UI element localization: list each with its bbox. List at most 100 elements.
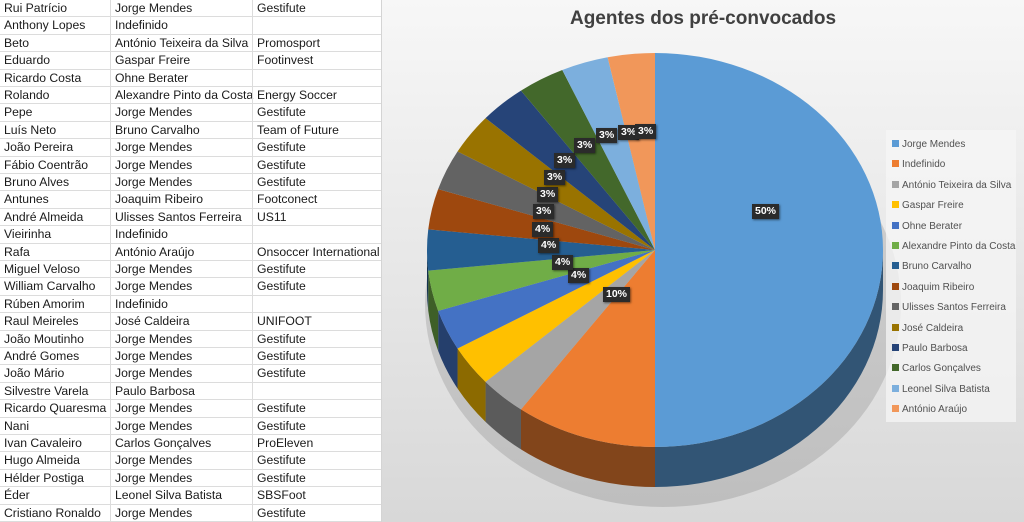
legend-item[interactable]: Gaspar Freire (892, 199, 964, 213)
agency-cell[interactable]: Gestifute (252, 156, 381, 174)
player-cell[interactable]: João Mário (4, 366, 65, 381)
legend-item[interactable]: Joaquim Ribeiro (892, 281, 974, 295)
player-cell[interactable]: João Moutinho (4, 331, 84, 346)
agency-cell[interactable]: ProEleven (252, 435, 381, 453)
agent-cell[interactable]: Jorge Mendes (110, 400, 252, 418)
player-cell[interactable]: João Pereira (4, 140, 74, 155)
agent-cell[interactable]: Jorge Mendes (110, 348, 252, 366)
player-cell[interactable]: William Carvalho (4, 279, 96, 294)
agency-cell[interactable]: Gestifute (252, 504, 381, 522)
agency-cell[interactable]: Footinvest (252, 52, 381, 70)
agency-cell[interactable]: Gestifute (252, 417, 381, 435)
player-cell[interactable]: Hugo Almeida (4, 453, 80, 468)
pie-slice-ant-nio-ara-jo[interactable] (607, 53, 655, 250)
agent-cell[interactable]: Ulisses Santos Ferreira (110, 208, 252, 227)
player-cell[interactable]: Luís Neto (4, 122, 57, 137)
agent-cell[interactable]: Jorge Mendes (110, 278, 252, 296)
player-cell[interactable]: Hélder Postiga (4, 470, 84, 485)
agent-cell[interactable]: Indefinido (110, 17, 252, 35)
legend-item[interactable]: António Araújo (892, 403, 967, 417)
agency-cell[interactable]: UNIFOOT (252, 313, 381, 331)
agency-cell[interactable]: Gestifute (252, 330, 381, 348)
legend-item[interactable]: Leonel Silva Batista (892, 383, 990, 397)
player-cell[interactable]: Raul Meireles (4, 314, 79, 329)
agent-cell[interactable]: Jorge Mendes (110, 504, 252, 522)
player-cell[interactable]: Nani (4, 418, 30, 433)
agency-cell[interactable] (252, 295, 381, 314)
player-cell[interactable]: Rui Patrício (4, 1, 67, 15)
agency-cell[interactable]: Promosport (252, 34, 381, 53)
agent-cell[interactable]: Jorge Mendes (110, 452, 252, 470)
agency-cell[interactable]: Gestifute (252, 452, 381, 470)
legend-item[interactable]: Indefinido (892, 158, 945, 172)
agent-cell[interactable]: Indefinido (110, 295, 252, 314)
pie-slice-carlos-gon-alves[interactable] (520, 70, 655, 250)
agent-cell[interactable]: José Caldeira (110, 313, 252, 331)
agency-cell[interactable]: Team of Future (252, 121, 381, 140)
agency-cell[interactable]: Gestifute (252, 261, 381, 279)
player-cell[interactable]: Beto (4, 35, 30, 50)
agent-cell[interactable]: Jorge Mendes (110, 469, 252, 488)
pie-slice-leonel-silva-batista[interactable] (562, 57, 655, 250)
pie-slice-ohne-berater[interactable] (438, 250, 655, 349)
agent-cell[interactable]: Jorge Mendes (110, 417, 252, 435)
agency-cell[interactable]: Gestifute (252, 365, 381, 383)
player-cell[interactable]: André Almeida (4, 209, 84, 224)
agency-cell[interactable]: Onsoccer International (252, 243, 381, 261)
agent-cell[interactable]: Gaspar Freire (110, 52, 252, 70)
player-cell[interactable]: Pepe (4, 105, 33, 120)
agency-cell[interactable]: Gestifute (252, 104, 381, 122)
agent-cell[interactable]: Ohne Berater (110, 69, 252, 87)
agency-cell[interactable]: Energy Soccer (252, 87, 381, 105)
player-cell[interactable]: Bruno Alves (4, 175, 70, 189)
legend-item[interactable]: José Caldeira (892, 322, 963, 336)
player-cell[interactable]: Anthony Lopes (4, 18, 86, 33)
player-cell[interactable]: Silvestre Varela (4, 383, 89, 398)
agent-cell[interactable]: Jorge Mendes (110, 261, 252, 279)
agency-cell[interactable] (252, 226, 381, 244)
player-cell[interactable]: Ricardo Costa (4, 70, 82, 85)
agency-cell[interactable]: Gestifute (252, 0, 381, 18)
agent-cell[interactable]: Jorge Mendes (110, 156, 252, 174)
pie-slice-gaspar-freire[interactable] (457, 250, 655, 382)
agency-cell[interactable]: Footconect (252, 191, 381, 209)
legend-item[interactable]: Carlos Gonçalves (892, 362, 981, 376)
agency-cell[interactable]: Gestifute (252, 174, 381, 192)
agent-cell[interactable]: Joaquim Ribeiro (110, 191, 252, 209)
player-cell[interactable]: Éder (4, 488, 30, 503)
player-cell[interactable]: Cristiano Ronaldo (4, 505, 101, 520)
agent-cell[interactable]: Jorge Mendes (110, 139, 252, 157)
agent-cell[interactable]: Indefinido (110, 226, 252, 244)
pie-slice-alexandre-pinto-da-costa[interactable] (428, 250, 655, 311)
agent-cell[interactable]: Bruno Carvalho (110, 121, 252, 140)
agency-cell[interactable] (252, 69, 381, 87)
agent-cell[interactable]: Leonel Silva Batista (110, 487, 252, 505)
legend-item[interactable]: Ohne Berater (892, 220, 962, 234)
pie-slice-joaquim-ribeiro[interactable] (428, 189, 655, 250)
player-cell[interactable]: André Gomes (4, 349, 80, 363)
agency-cell[interactable]: Gestifute (252, 469, 381, 488)
legend-item[interactable]: Jorge Mendes (892, 138, 965, 152)
agent-cell[interactable]: Jorge Mendes (110, 174, 252, 192)
player-cell[interactable]: Miguel Veloso (4, 262, 80, 276)
agent-cell[interactable]: Paulo Barbosa (110, 382, 252, 401)
legend-item[interactable]: Ulisses Santos Ferreira (892, 301, 1006, 315)
player-cell[interactable]: Ivan Cavaleiro (4, 436, 82, 450)
agency-cell[interactable]: Gestifute (252, 400, 381, 418)
agency-cell[interactable]: Gestifute (252, 278, 381, 296)
player-cell[interactable]: Vieirinha (4, 227, 52, 242)
player-cell[interactable]: Ricardo Quaresma (4, 401, 107, 416)
legend-item[interactable]: Bruno Carvalho (892, 260, 971, 274)
agent-cell[interactable]: Alexandre Pinto da Costa (110, 87, 253, 105)
player-cell[interactable]: Eduardo (4, 53, 51, 68)
agency-cell[interactable] (252, 382, 381, 401)
agency-cell[interactable]: SBSFoot (252, 487, 381, 505)
agent-cell[interactable]: Jorge Mendes (110, 330, 252, 348)
agency-cell[interactable]: US11 (252, 208, 381, 227)
player-cell[interactable]: Rúben Amorim (4, 296, 85, 311)
chart-legend[interactable]: Jorge Mendes Indefinido António Teixeira d… (886, 130, 1016, 422)
pie-chart[interactable]: Agentes dos pré-convocados 50% 10% 4% 4% 4% 4… (382, 0, 1024, 522)
agent-cell[interactable]: Jorge Mendes (110, 104, 252, 122)
legend-item[interactable]: Alexandre Pinto da Costa (892, 240, 1015, 254)
player-cell[interactable]: Antunes (4, 192, 49, 207)
